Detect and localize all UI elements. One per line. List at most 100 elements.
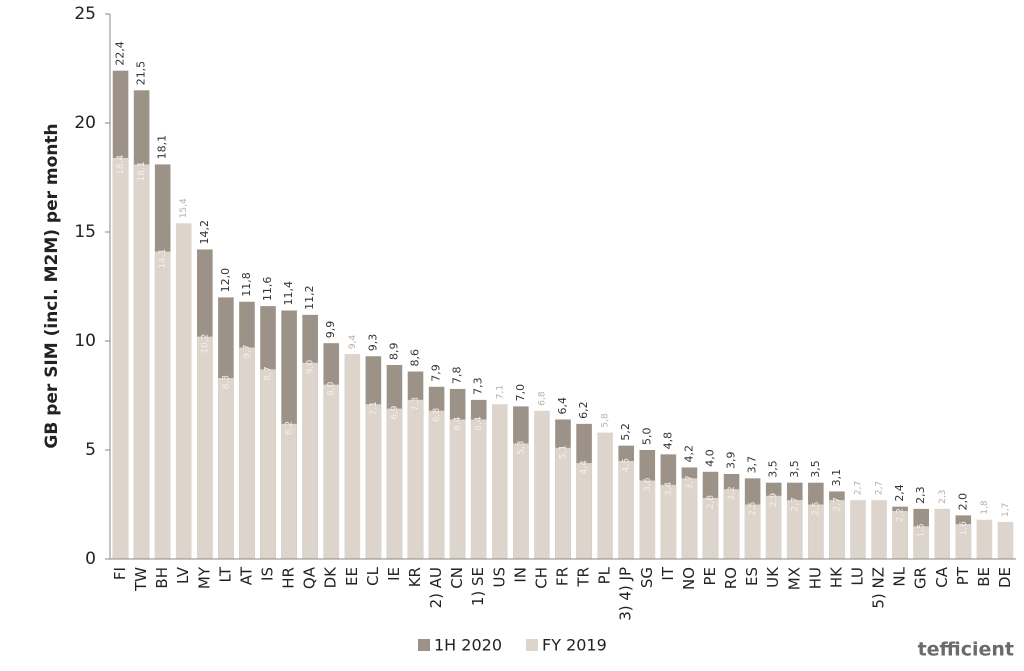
bar-fy-2019 xyxy=(765,495,782,559)
value-label: 9,7 xyxy=(242,345,252,359)
x-tick-label: PT xyxy=(954,566,972,585)
value-label: 14,2 xyxy=(198,220,211,245)
x-tick-label: 2) AU xyxy=(427,567,445,608)
value-label: 6,4 xyxy=(556,397,569,415)
x-tick-label: EE xyxy=(343,567,361,586)
bar-fy-2019 xyxy=(323,384,340,559)
x-tick-label: RO xyxy=(722,567,740,589)
y-tick-label: 0 xyxy=(85,549,96,569)
bar-fy-2019 xyxy=(997,521,1014,559)
x-tick-label: QA xyxy=(301,566,319,589)
bar-fy-2019 xyxy=(808,504,824,559)
value-label: 9,9 xyxy=(324,321,337,339)
value-label: 2,2 xyxy=(896,508,906,522)
x-tick-label: HR xyxy=(280,567,298,589)
x-tick-label: BH xyxy=(153,567,171,589)
value-label: 8,6 xyxy=(409,349,422,367)
value-label: 2,7 xyxy=(790,497,800,511)
value-label: 21,5 xyxy=(135,61,148,86)
value-label: 6,8 xyxy=(537,391,547,406)
bar-fy-2019 xyxy=(555,447,571,559)
value-label: 10,2 xyxy=(200,334,210,354)
x-tick-label: CA xyxy=(933,566,951,587)
bar-fy-2019 xyxy=(681,478,698,559)
value-label: 8,0 xyxy=(327,381,337,396)
x-tick-label: LU xyxy=(848,567,866,586)
value-label: 18,4 xyxy=(116,155,126,175)
value-label: 7,9 xyxy=(430,364,443,382)
bar-fy-2019 xyxy=(744,504,761,559)
y-tick-label: 20 xyxy=(74,113,96,133)
value-label: 6,9 xyxy=(390,405,400,420)
value-label: 5,1 xyxy=(559,445,569,459)
value-label: 3,5 xyxy=(809,460,822,478)
value-label: 5,2 xyxy=(619,423,632,441)
value-label: 1,6 xyxy=(959,521,969,536)
legend-swatch xyxy=(418,639,430,651)
value-label: 2,8 xyxy=(706,495,716,510)
value-label: 3,7 xyxy=(746,456,759,474)
value-label: 2,3 xyxy=(938,490,948,504)
x-tick-label: PE xyxy=(701,567,719,586)
y-tick-label: 10 xyxy=(74,331,96,351)
value-label: 4,8 xyxy=(661,432,674,450)
value-label: 2,5 xyxy=(811,502,821,516)
x-tick-label: US xyxy=(490,567,508,588)
value-label: 14,1 xyxy=(158,249,168,269)
value-label: 7,1 xyxy=(369,401,379,415)
value-label: 12,0 xyxy=(219,268,232,293)
value-label: 2,5 xyxy=(748,502,758,516)
x-tick-label: BE xyxy=(975,567,993,587)
y-tick-label: 5 xyxy=(85,440,96,460)
bar-fy-2019 xyxy=(428,410,445,559)
bar-fy-2019 xyxy=(576,463,592,559)
value-label: 7,3 xyxy=(472,377,485,395)
value-label: 3,7 xyxy=(685,475,695,489)
x-tick-label: PL xyxy=(596,566,614,584)
bar-fy-2019 xyxy=(470,419,487,559)
bar-fy-2019 xyxy=(239,347,255,559)
bar-fy-2019 xyxy=(976,519,993,559)
value-label: 7,1 xyxy=(495,385,505,399)
value-label: 6,2 xyxy=(577,401,590,419)
x-tick-label: FR xyxy=(554,567,572,586)
x-tick-label: HU xyxy=(806,567,824,589)
bar-fy-2019 xyxy=(871,500,887,559)
value-label: 11,8 xyxy=(240,272,253,297)
x-tick-label: FI xyxy=(111,567,129,580)
bar-fy-2019 xyxy=(639,480,656,559)
value-label: 5,8 xyxy=(601,413,611,428)
value-label: 6,4 xyxy=(474,416,484,431)
x-tick-label: LV xyxy=(174,566,192,584)
logo: tefficient xyxy=(918,639,1014,661)
bar-fy-2019 xyxy=(281,423,297,559)
bar-fy-2019 xyxy=(386,408,403,559)
x-tick-label: MX xyxy=(785,567,803,590)
value-label: 3,4 xyxy=(664,482,674,497)
value-label: 8,9 xyxy=(387,342,400,360)
x-tick-label: MY xyxy=(195,566,213,589)
value-label: 2,9 xyxy=(769,493,779,508)
bar-fy-2019 xyxy=(365,404,382,559)
y-tick-label: 25 xyxy=(74,4,96,24)
value-label: 3,9 xyxy=(725,451,738,469)
bar-fy-2019 xyxy=(154,251,171,559)
value-label: 18,1 xyxy=(137,161,147,181)
value-label: 2,7 xyxy=(832,497,842,511)
x-tick-label: TR xyxy=(575,567,593,588)
x-tick-label: CH xyxy=(532,567,550,589)
bar-fy-2019 xyxy=(218,378,234,559)
bar-fy-2019 xyxy=(913,526,929,559)
bar-fy-2019 xyxy=(892,511,908,559)
value-label: 4,4 xyxy=(580,460,590,475)
x-tick-label: HK xyxy=(827,566,845,588)
bar-fy-2019 xyxy=(491,404,508,559)
value-label: 5,3 xyxy=(516,440,526,454)
bar-fy-2019 xyxy=(702,497,719,559)
x-tick-label: DE xyxy=(996,567,1014,588)
bar-fy-2019 xyxy=(829,500,845,559)
x-tick-label: 5) NZ xyxy=(870,567,888,609)
value-label: 4,5 xyxy=(622,458,632,472)
value-label: 15,4 xyxy=(179,198,189,218)
